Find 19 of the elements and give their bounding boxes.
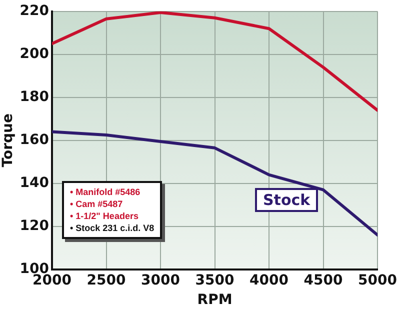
x-axis-title: RPM — [197, 292, 232, 308]
x-tick-label: 3500 — [195, 272, 235, 288]
x-tick-label: 4500 — [304, 272, 344, 288]
series-label: Stock — [255, 188, 318, 212]
y-tick-label: 140 — [20, 175, 50, 192]
y-tick-label: 180 — [20, 89, 50, 106]
annotation: • 1-1/2" Headers — [70, 210, 140, 222]
annotation: • Manifold #5486 — [70, 186, 142, 198]
y-tick-label: 200 — [20, 46, 50, 62]
x-tick-label: 5000 — [358, 272, 398, 288]
x-tick-label: 3000 — [141, 272, 180, 288]
x-tick-label: 2500 — [86, 272, 126, 288]
annotation: • Stock 231 c.i.d. V8 — [70, 222, 154, 234]
y-tick-label: 220 — [20, 3, 50, 20]
x-tick-label: 4000 — [250, 272, 289, 288]
y-axis-title: Torque — [0, 114, 16, 168]
y-tick-label: 120 — [20, 218, 50, 234]
y-tick-label: 160 — [20, 132, 50, 148]
annotation: • Cam #5487 — [70, 198, 124, 210]
